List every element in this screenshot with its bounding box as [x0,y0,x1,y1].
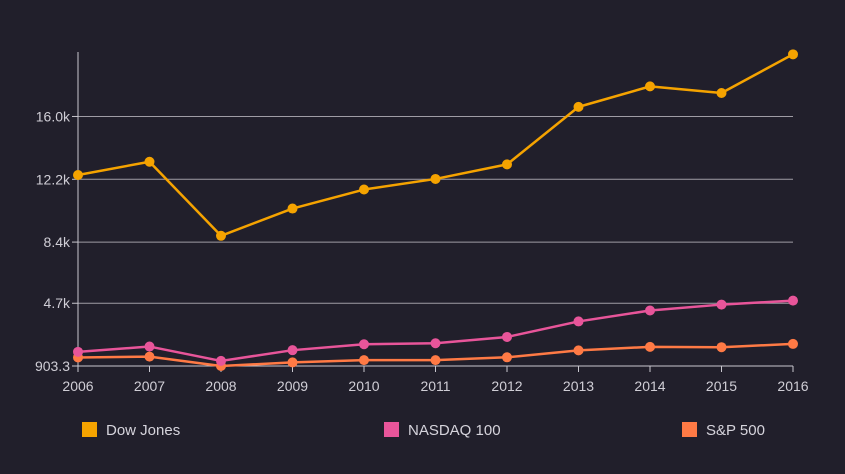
x-tick-label: 2006 [62,378,93,394]
data-point-dow-jones [216,230,226,241]
data-point-nasdaq-100 [645,305,655,316]
data-point-dow-jones [73,169,83,180]
legend: Dow Jones NASDAQ 100 S&P 500 [82,422,765,439]
data-point-s-p-500 [359,355,369,366]
data-point-nasdaq-100 [287,345,298,356]
data-point-nasdaq-100 [502,331,512,342]
x-tick-label: 2016 [777,378,808,394]
series-lines [73,49,798,372]
legend-swatch [384,422,399,437]
data-point-dow-jones [645,81,655,92]
legend-item-nasdaq-100: NASDAQ 100 [384,422,501,439]
data-point-nasdaq-100 [430,338,441,349]
data-point-s-p-500 [430,355,441,366]
x-tick-label: 2009 [277,378,308,394]
data-point-nasdaq-100 [359,339,369,350]
data-point-s-p-500 [287,357,298,368]
y-tick-label: 16.0k [36,108,71,124]
data-point-s-p-500 [502,352,512,363]
x-tick-label: 2011 [420,378,450,394]
data-point-s-p-500 [144,351,155,362]
data-point-s-p-500 [645,341,655,352]
legend-item-s-p-500: S&P 500 [682,422,765,439]
data-point-dow-jones [430,173,441,184]
x-tick-label: 2014 [634,378,665,394]
legend-item-dow-jones: Dow Jones [82,422,180,439]
y-tick-label: 4.7k [44,295,71,311]
series-line-nasdaq-100 [77,299,794,363]
x-tick-label: 2007 [134,378,165,394]
y-tick-label: 8.4k [44,234,71,250]
data-point-s-p-500 [788,338,798,349]
data-point-nasdaq-100 [573,316,584,327]
data-point-dow-jones [573,101,584,112]
y-tick-label: 12.2k [36,171,71,187]
data-point-dow-jones [502,159,512,170]
data-point-dow-jones [716,87,727,98]
data-point-nasdaq-100 [716,299,727,310]
legend-swatch [682,422,697,437]
data-point-nasdaq-100 [73,346,83,357]
x-tick-label: 2008 [205,378,236,394]
legend-label: S&P 500 [706,422,765,439]
x-tick-label: 2010 [348,378,379,394]
x-tick-label: 2012 [491,378,522,394]
data-point-nasdaq-100 [216,355,226,366]
data-point-dow-jones [788,49,798,60]
series-line-dow-jones [77,53,794,238]
data-point-s-p-500 [573,345,584,356]
data-point-s-p-500 [716,342,727,353]
data-point-nasdaq-100 [144,341,155,352]
data-point-dow-jones [287,203,298,214]
legend-swatch [82,422,97,437]
data-point-dow-jones [359,184,369,195]
legend-label: Dow Jones [106,422,180,439]
legend-label: NASDAQ 100 [408,422,501,439]
gridlines [78,115,793,304]
data-point-nasdaq-100 [788,295,798,306]
x-tick-label: 2015 [706,378,737,394]
axes: 903.3 4.7k 8.4k 12.2k 16.0k 2006 2007 2008 2009 2… [35,52,809,394]
y-tick-label: 903.3 [35,358,70,374]
data-point-dow-jones [144,156,155,167]
x-tick-label: 2013 [563,378,594,394]
